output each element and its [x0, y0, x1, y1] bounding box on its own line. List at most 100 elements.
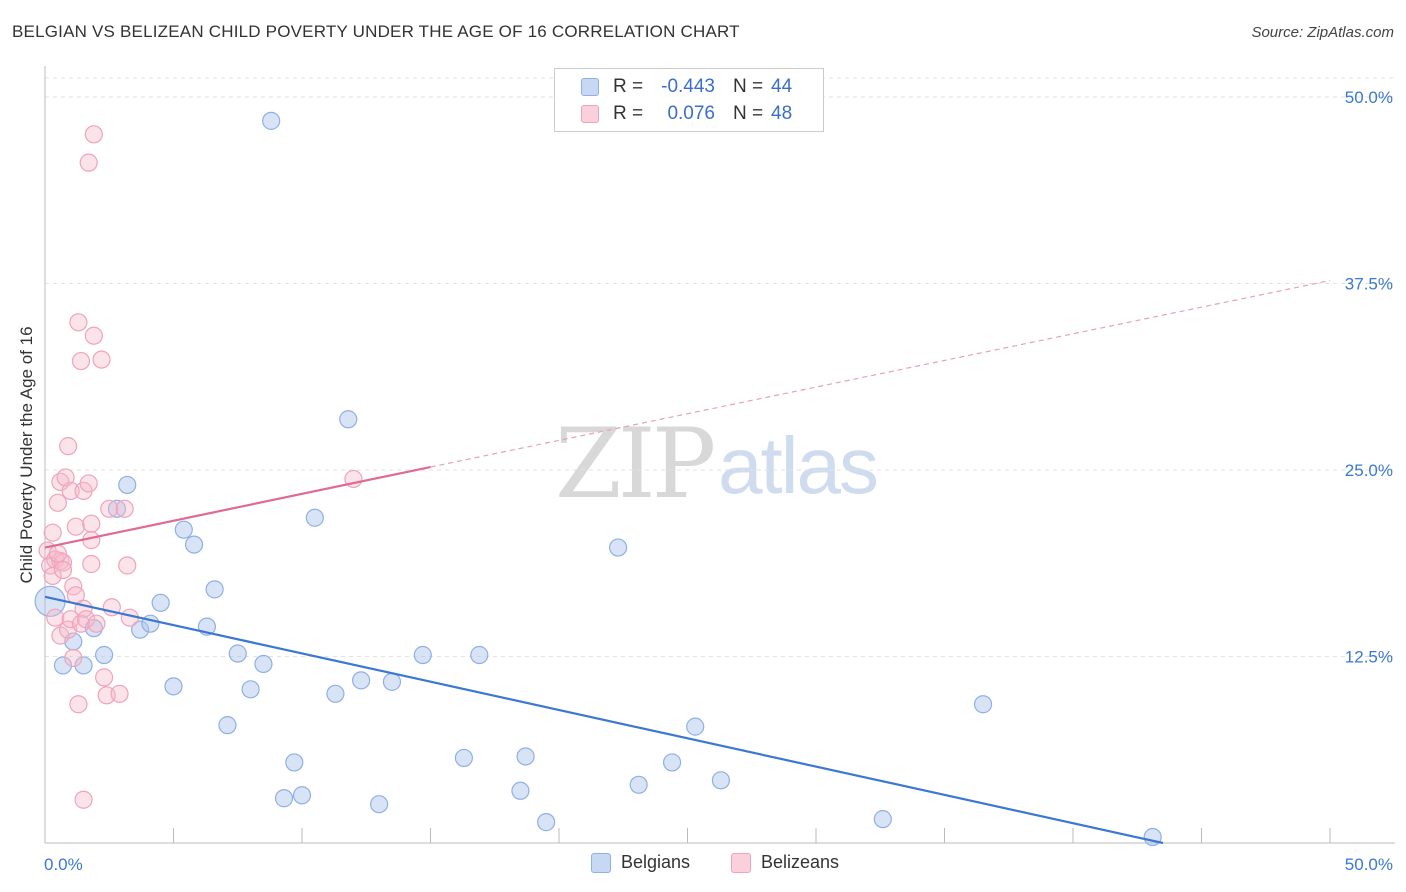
belgians-point	[241, 680, 260, 699]
belgians-point	[228, 644, 247, 663]
belgians-point	[53, 656, 73, 675]
belgians-point	[292, 786, 312, 805]
belizeans-trendline-extension	[430, 279, 1331, 468]
y-tick-label: 37.5%	[1345, 275, 1393, 294]
belizeans-point	[110, 684, 129, 703]
belgians-point	[164, 677, 183, 696]
r-label: R =	[613, 103, 644, 124]
belizeans-trendline	[44, 465, 431, 549]
source-label: Source: ZipAtlas.com	[1251, 24, 1394, 41]
r-value: -0.443	[661, 76, 715, 97]
watermark-atlas: atlas	[718, 421, 879, 510]
belizeans-point	[74, 790, 93, 809]
belizeans-legend-swatch	[731, 852, 751, 873]
belizeans-point	[61, 481, 80, 500]
belgians-point	[285, 753, 304, 772]
legend-row-belizeans: R = 0.076 N = 48	[581, 101, 792, 127]
belizeans-point	[79, 474, 98, 493]
belizeans-point	[95, 668, 114, 687]
belizeans-point	[115, 499, 134, 518]
belizeans-legend-label: Belizeans	[761, 852, 840, 872]
belizeans-point	[69, 695, 88, 714]
belgians-point	[511, 781, 530, 800]
y-axis-label: Child Poverty Under the Age of 16	[17, 326, 36, 584]
belizeans-point	[59, 437, 78, 456]
belizeans-point	[56, 468, 75, 487]
belgians-point	[629, 775, 648, 794]
legend-row-belgians: R = -0.443 N = 44	[581, 74, 792, 100]
belizeans-point	[69, 313, 88, 332]
n-value: 44	[771, 76, 793, 97]
belgians-point	[274, 789, 294, 808]
belizeans-point	[77, 610, 96, 629]
belgians-point	[95, 645, 114, 665]
belizeans-point	[61, 610, 80, 629]
y-tick-label: 25.0%	[1345, 461, 1393, 480]
belizeans-point	[84, 326, 103, 345]
belgians-point	[326, 684, 345, 703]
bottom-legend-belizeans: Belizeans	[731, 852, 839, 873]
belizeans-point	[53, 553, 73, 572]
n-label: N =	[733, 76, 764, 97]
bottom-legend-belgians: Belgians	[591, 852, 690, 873]
belizeans-point	[84, 125, 103, 144]
belgians-point	[454, 748, 474, 768]
belgians-point	[107, 499, 127, 518]
belizeans-point	[79, 153, 98, 172]
belizeans-point	[82, 514, 101, 533]
belgians-legend-swatch	[591, 852, 611, 873]
r-label: R =	[613, 76, 644, 97]
y-tick-label: 12.5%	[1345, 648, 1393, 667]
belizeans-point	[92, 350, 111, 369]
belizeans-point	[71, 351, 91, 371]
belgians-legend-label: Belgians	[621, 852, 691, 872]
belizeans-point	[100, 499, 119, 518]
belgians-point	[74, 656, 93, 675]
belgians-point	[711, 771, 731, 790]
belgians-point	[254, 654, 273, 674]
belizeans-point	[66, 517, 85, 536]
belgians-point	[339, 410, 358, 429]
belgians-point	[873, 810, 892, 829]
belgians-point	[130, 620, 150, 639]
belizeans-point	[82, 554, 101, 574]
belizeans-point	[48, 493, 67, 512]
x-tick-label: 50.0%	[1345, 855, 1393, 874]
chart-title: BELGIAN VS BELIZEAN CHILD POVERTY UNDER …	[12, 22, 740, 41]
belgians-point	[609, 538, 628, 557]
belgians-point	[537, 813, 556, 832]
belgians-point	[218, 716, 237, 735]
belizeans-point	[87, 614, 106, 633]
belgians-point	[370, 795, 389, 814]
belgians-point	[262, 111, 281, 130]
x-tick-label: 0.0%	[44, 855, 83, 874]
r-value: 0.076	[667, 103, 715, 124]
belgians-point	[118, 475, 137, 495]
belizeans-point	[46, 608, 65, 627]
belgians-point	[305, 508, 324, 527]
belgians-point	[151, 593, 170, 612]
belgians-swatch	[581, 78, 599, 96]
belgians-point	[184, 535, 204, 554]
belizeans-point	[43, 523, 62, 542]
belgians-point	[174, 520, 193, 539]
belgians-point	[352, 671, 371, 690]
belizeans-swatch	[581, 105, 599, 123]
belgians-point	[516, 747, 535, 766]
belizeans-point	[53, 560, 73, 580]
n-label: N =	[733, 103, 764, 124]
belgians-point	[382, 672, 402, 691]
belgians-point	[413, 645, 432, 665]
y-tick-label: 50.0%	[1345, 88, 1393, 107]
belgians-trendline	[44, 595, 1164, 845]
belizeans-point	[64, 648, 83, 668]
belgians-point	[662, 753, 682, 772]
belgians-point	[973, 695, 993, 714]
watermark-zip: ZIP	[555, 408, 716, 520]
correlation-legend: R = -0.443 N = 44 R = 0.076 N = 48	[554, 68, 824, 132]
belgians-point	[470, 645, 489, 665]
n-value: 48	[771, 103, 793, 124]
belizeans-point	[48, 544, 67, 563]
belgians-point	[686, 717, 705, 736]
